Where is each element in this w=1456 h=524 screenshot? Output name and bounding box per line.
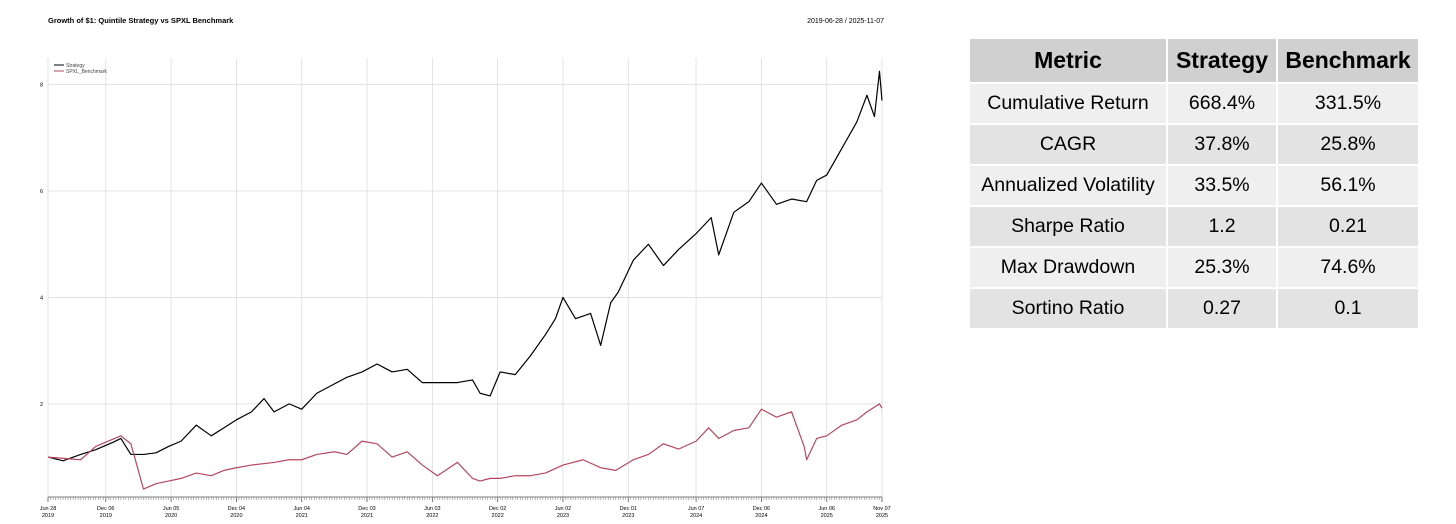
strategy-value: 25.3% <box>1166 246 1278 289</box>
y-tick-label: 8 <box>40 83 43 89</box>
metric-name: Sharpe Ratio <box>968 205 1168 248</box>
x-tick-year: 2023 <box>622 513 634 519</box>
legend-label: Strategy <box>66 63 85 69</box>
metric-name: Sortino Ratio <box>968 287 1168 330</box>
metric-name: Max Drawdown <box>968 246 1168 289</box>
x-tick-year: 2019 <box>42 513 54 519</box>
metric-name: Cumulative Return <box>968 82 1168 125</box>
x-tick-label: Dec 02 <box>489 506 506 512</box>
x-tick-year: 2020 <box>165 513 177 519</box>
strategy-value: 668.4% <box>1166 82 1278 125</box>
table-row: Cumulative Return 668.4% 331.5% <box>968 82 1420 125</box>
benchmark-value: 74.6% <box>1276 246 1420 289</box>
x-tick-label: Jun 06 <box>818 506 835 512</box>
y-tick-label: 2 <box>40 402 43 408</box>
table-row: Sharpe Ratio 1.2 0.21 <box>968 205 1420 248</box>
x-tick-label: Dec 06 <box>753 506 770 512</box>
header-strategy: Strategy <box>1166 37 1278 84</box>
x-tick-label: Nov 07 <box>873 506 890 512</box>
x-tick-label: Dec 04 <box>228 506 245 512</box>
x-minor-ticks <box>47 497 883 500</box>
benchmark-value: 0.1 <box>1276 287 1420 330</box>
x-tick-label: Dec 03 <box>358 506 375 512</box>
x-tick-year: 2023 <box>557 513 569 519</box>
benchmark-value: 56.1% <box>1276 164 1420 207</box>
x-tick-year: 2024 <box>755 513 767 519</box>
series-line-spxl_benchmark <box>47 403 883 490</box>
legend-label: SPXL_Benchmark <box>66 69 107 75</box>
series-layer <box>47 70 883 490</box>
strategy-value: 37.8% <box>1166 123 1278 166</box>
x-tick-year: 2021 <box>296 513 308 519</box>
table-row: Max Drawdown 25.3% 74.6% <box>968 246 1420 289</box>
x-tick-label: Jun 05 <box>163 506 180 512</box>
y-tick-label: 6 <box>40 189 43 195</box>
strategy-value: 1.2 <box>1166 205 1278 248</box>
metrics-table: Metric Strategy Benchmark Cumulative Ret… <box>968 37 1420 330</box>
series-line-strategy <box>47 70 883 462</box>
date-range-label: 2019-06-28 / 2025-11-07 <box>807 18 884 25</box>
header-benchmark: Benchmark <box>1276 37 1420 84</box>
strategy-value: 0.27 <box>1166 287 1278 330</box>
x-tick-year: 2020 <box>230 513 242 519</box>
gridlines <box>47 58 883 497</box>
x-tick-year: 2024 <box>690 513 702 519</box>
table-row: Sortino Ratio 0.27 0.1 <box>968 287 1420 330</box>
x-tick-year: 2025 <box>821 513 833 519</box>
header-metric: Metric <box>968 37 1168 84</box>
x-tick-label: Dec 01 <box>620 506 637 512</box>
benchmark-value: 25.8% <box>1276 123 1420 166</box>
x-tick-label: Jun 07 <box>688 506 705 512</box>
chart-title: Growth of $1: Quintile Strategy vs SPXL … <box>48 16 234 25</box>
x-tick-year: 2021 <box>361 513 373 519</box>
x-tick-label: Dec 06 <box>97 506 114 512</box>
x-tick-year: 2022 <box>426 513 438 519</box>
table-row: Annualized Volatility 33.5% 56.1% <box>968 164 1420 207</box>
x-tick-year: 2022 <box>492 513 504 519</box>
benchmark-value: 0.21 <box>1276 205 1420 248</box>
x-tick-label: Jun 04 <box>293 506 310 512</box>
benchmark-value: 331.5% <box>1276 82 1420 125</box>
metric-name: Annualized Volatility <box>968 164 1168 207</box>
x-tick-label: Jun 03 <box>424 506 441 512</box>
x-tick-year: 2025 <box>876 513 888 519</box>
x-tick-label: Jun 02 <box>555 506 572 512</box>
table-header-row: Metric Strategy Benchmark <box>968 37 1420 84</box>
metric-name: CAGR <box>968 123 1168 166</box>
growth-chart: Growth of $1: Quintile Strategy vs SPXL … <box>40 16 891 519</box>
y-tick-label: 4 <box>40 295 43 301</box>
x-tick-year: 2019 <box>100 513 112 519</box>
strategy-value: 33.5% <box>1166 164 1278 207</box>
table-row: CAGR 37.8% 25.8% <box>968 123 1420 166</box>
x-tick-label: Jun 28 <box>40 506 57 512</box>
